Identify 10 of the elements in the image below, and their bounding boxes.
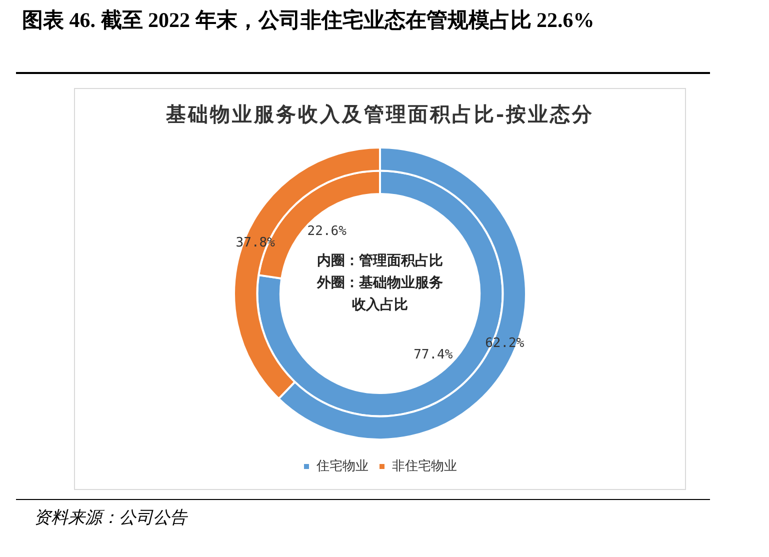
chart-subtitle: 基础物业服务收入及管理面积占比-按业态分: [164, 101, 596, 128]
legend-label: 住宅物业: [316, 458, 368, 474]
data-label: 77.4%: [414, 348, 453, 363]
text: 资料来源：公司公告: [34, 507, 187, 529]
data-label: 22.6%: [307, 224, 347, 240]
text: 外圈：基础物业服务: [316, 275, 443, 292]
chart-title: 图表 46. 截至 2022 年末，公司非住宅业态在管规模占比 22.6%: [22, 7, 596, 34]
text: 收入占比: [352, 297, 408, 314]
text: 内圈：管理面积占比: [317, 253, 443, 270]
legend-label: 非住宅物业: [392, 458, 457, 474]
